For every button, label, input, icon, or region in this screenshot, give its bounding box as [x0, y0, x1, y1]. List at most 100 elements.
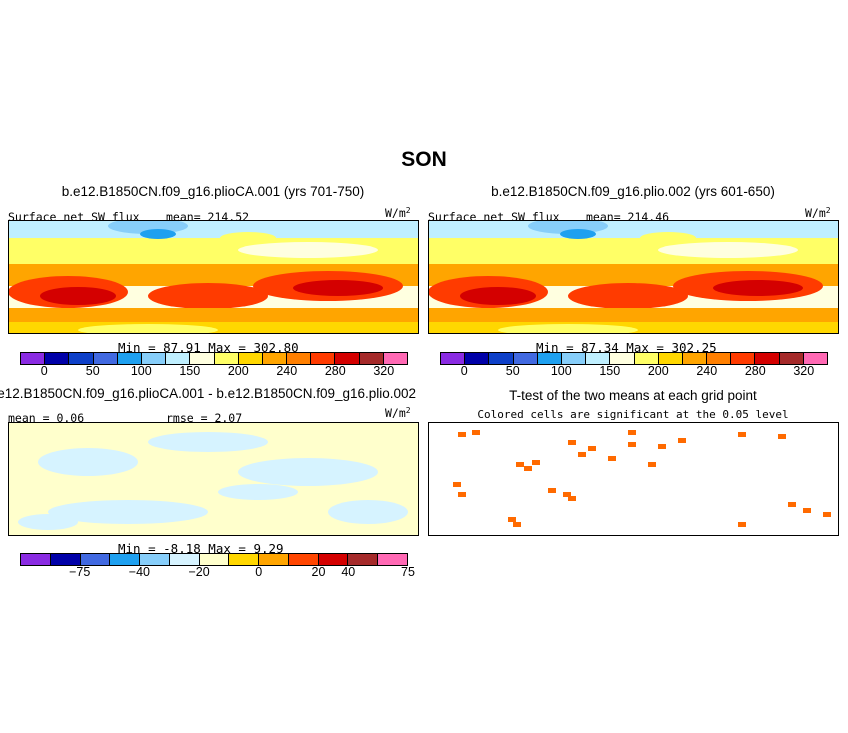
colorbar-tick-label: 20 — [311, 565, 326, 579]
coastline — [590, 231, 617, 250]
colorbar-tick-label: 100 — [130, 364, 152, 378]
significant-cell — [516, 462, 524, 467]
panel3-map — [8, 422, 419, 536]
coastline — [78, 424, 173, 517]
colorbar-swatch — [259, 554, 289, 565]
coastline — [716, 484, 778, 516]
field-max — [568, 283, 688, 309]
field-max — [293, 280, 383, 296]
coastline — [428, 261, 469, 332]
colorbar-swatch — [513, 353, 538, 364]
field-max — [148, 283, 268, 309]
significant-cell — [472, 430, 480, 435]
significant-cell — [568, 440, 576, 445]
significant-cell — [738, 432, 746, 437]
significant-cell — [513, 522, 521, 527]
colorbar-tick-label: 240 — [696, 364, 718, 378]
coastline — [796, 229, 810, 243]
colorbar-tick-label: 240 — [276, 364, 298, 378]
significant-cell — [803, 508, 811, 513]
coastline — [298, 263, 312, 270]
colorbar-swatch — [45, 353, 70, 364]
significant-cell — [532, 460, 540, 465]
coastline — [812, 511, 822, 527]
colorbar-tick-label: 150 — [179, 364, 201, 378]
significant-cell — [823, 512, 831, 517]
coastline — [8, 261, 49, 332]
significant-cell — [678, 438, 686, 443]
coastline — [687, 474, 699, 481]
colorbar-swatch — [166, 353, 191, 364]
colorbar-tick-label: 40 — [341, 565, 356, 579]
coastlines — [428, 422, 839, 534]
panel3-title-clip: b.e12.B1850CN.f09_g16.plioCA.001 - b.e12… — [0, 386, 428, 401]
colorbar-swatch — [537, 353, 562, 364]
panel3-rmse-label: rmse = 2.07 — [166, 411, 243, 425]
diff-patch — [148, 432, 268, 452]
colorbar-swatch — [634, 353, 659, 364]
coastline — [267, 474, 279, 481]
panel3-title: b.e12.B1850CN.f09_g16.plioCA.001 - b.e12… — [0, 386, 417, 401]
coastline — [718, 263, 732, 270]
panel3-units: W/m2 — [385, 406, 411, 420]
coastline — [738, 472, 756, 479]
colorbar-swatch — [140, 554, 170, 565]
significant-cell — [458, 432, 466, 437]
coastline — [812, 309, 822, 325]
map-frame — [428, 220, 839, 334]
significant-cell — [648, 462, 656, 467]
colorbar-swatch — [229, 554, 260, 565]
panel1-minmax: Min = 87.91 Max = 302.80 — [118, 340, 299, 355]
panel2-title: b.e12.B1850CN.f09_g16.plio.002 (yrs 601-… — [491, 184, 775, 199]
panel1-title: b.e12.B1850CN.f09_g16.plioCA.001 (yrs 70… — [61, 184, 365, 199]
panel2-colorbar — [440, 352, 828, 365]
colorbar-swatch — [69, 353, 94, 364]
map-frame — [428, 422, 839, 536]
panel1-colorbar — [20, 352, 408, 365]
coastline — [277, 268, 295, 274]
coastline — [697, 268, 715, 274]
coastline — [687, 272, 699, 279]
colorbar-swatch — [359, 353, 384, 364]
coastline — [407, 424, 419, 456]
panel3-mean-label: mean = 0.06 — [8, 411, 85, 425]
colorbar-tick-label: −40 — [128, 565, 150, 579]
significant-cell — [658, 444, 666, 449]
coastlines — [428, 220, 839, 332]
coastline — [98, 220, 398, 261]
significant-cell — [628, 430, 636, 435]
colorbar-tick-label: 0 — [40, 364, 48, 378]
field-patch — [560, 229, 596, 239]
coastline — [498, 424, 593, 517]
panel1-units: W/m2 — [385, 206, 411, 220]
coastline — [581, 284, 588, 302]
panel4-subtitle: Colored cells are significant at the 0.0… — [477, 408, 789, 421]
diff-patch — [328, 500, 408, 524]
field-max — [460, 287, 536, 305]
field-band-south — [8, 308, 419, 322]
colorbar-swatch — [262, 353, 288, 364]
colorbar-swatch — [238, 353, 263, 364]
panel1-map — [8, 220, 419, 334]
colorbar-swatch — [199, 554, 230, 565]
coastline — [498, 222, 593, 315]
coastline — [232, 443, 248, 460]
field-max — [40, 287, 116, 305]
colorbar-swatch — [348, 554, 379, 565]
field-patch — [220, 232, 276, 244]
colorbar-swatch — [779, 353, 804, 364]
coastline — [407, 222, 419, 254]
significant-cell — [453, 482, 461, 487]
coastline — [392, 309, 402, 325]
significant-cell — [788, 502, 796, 507]
coastline — [518, 422, 818, 463]
panel2-map — [428, 220, 839, 334]
colorbar-swatch — [287, 353, 312, 364]
significant-cell — [588, 446, 596, 451]
colorbar-swatch — [335, 353, 360, 364]
colorbar-swatch — [610, 353, 635, 364]
colorbar-swatch — [586, 353, 611, 364]
coastline — [8, 463, 49, 534]
coastline — [296, 484, 358, 516]
colorbar-swatch — [169, 554, 200, 565]
